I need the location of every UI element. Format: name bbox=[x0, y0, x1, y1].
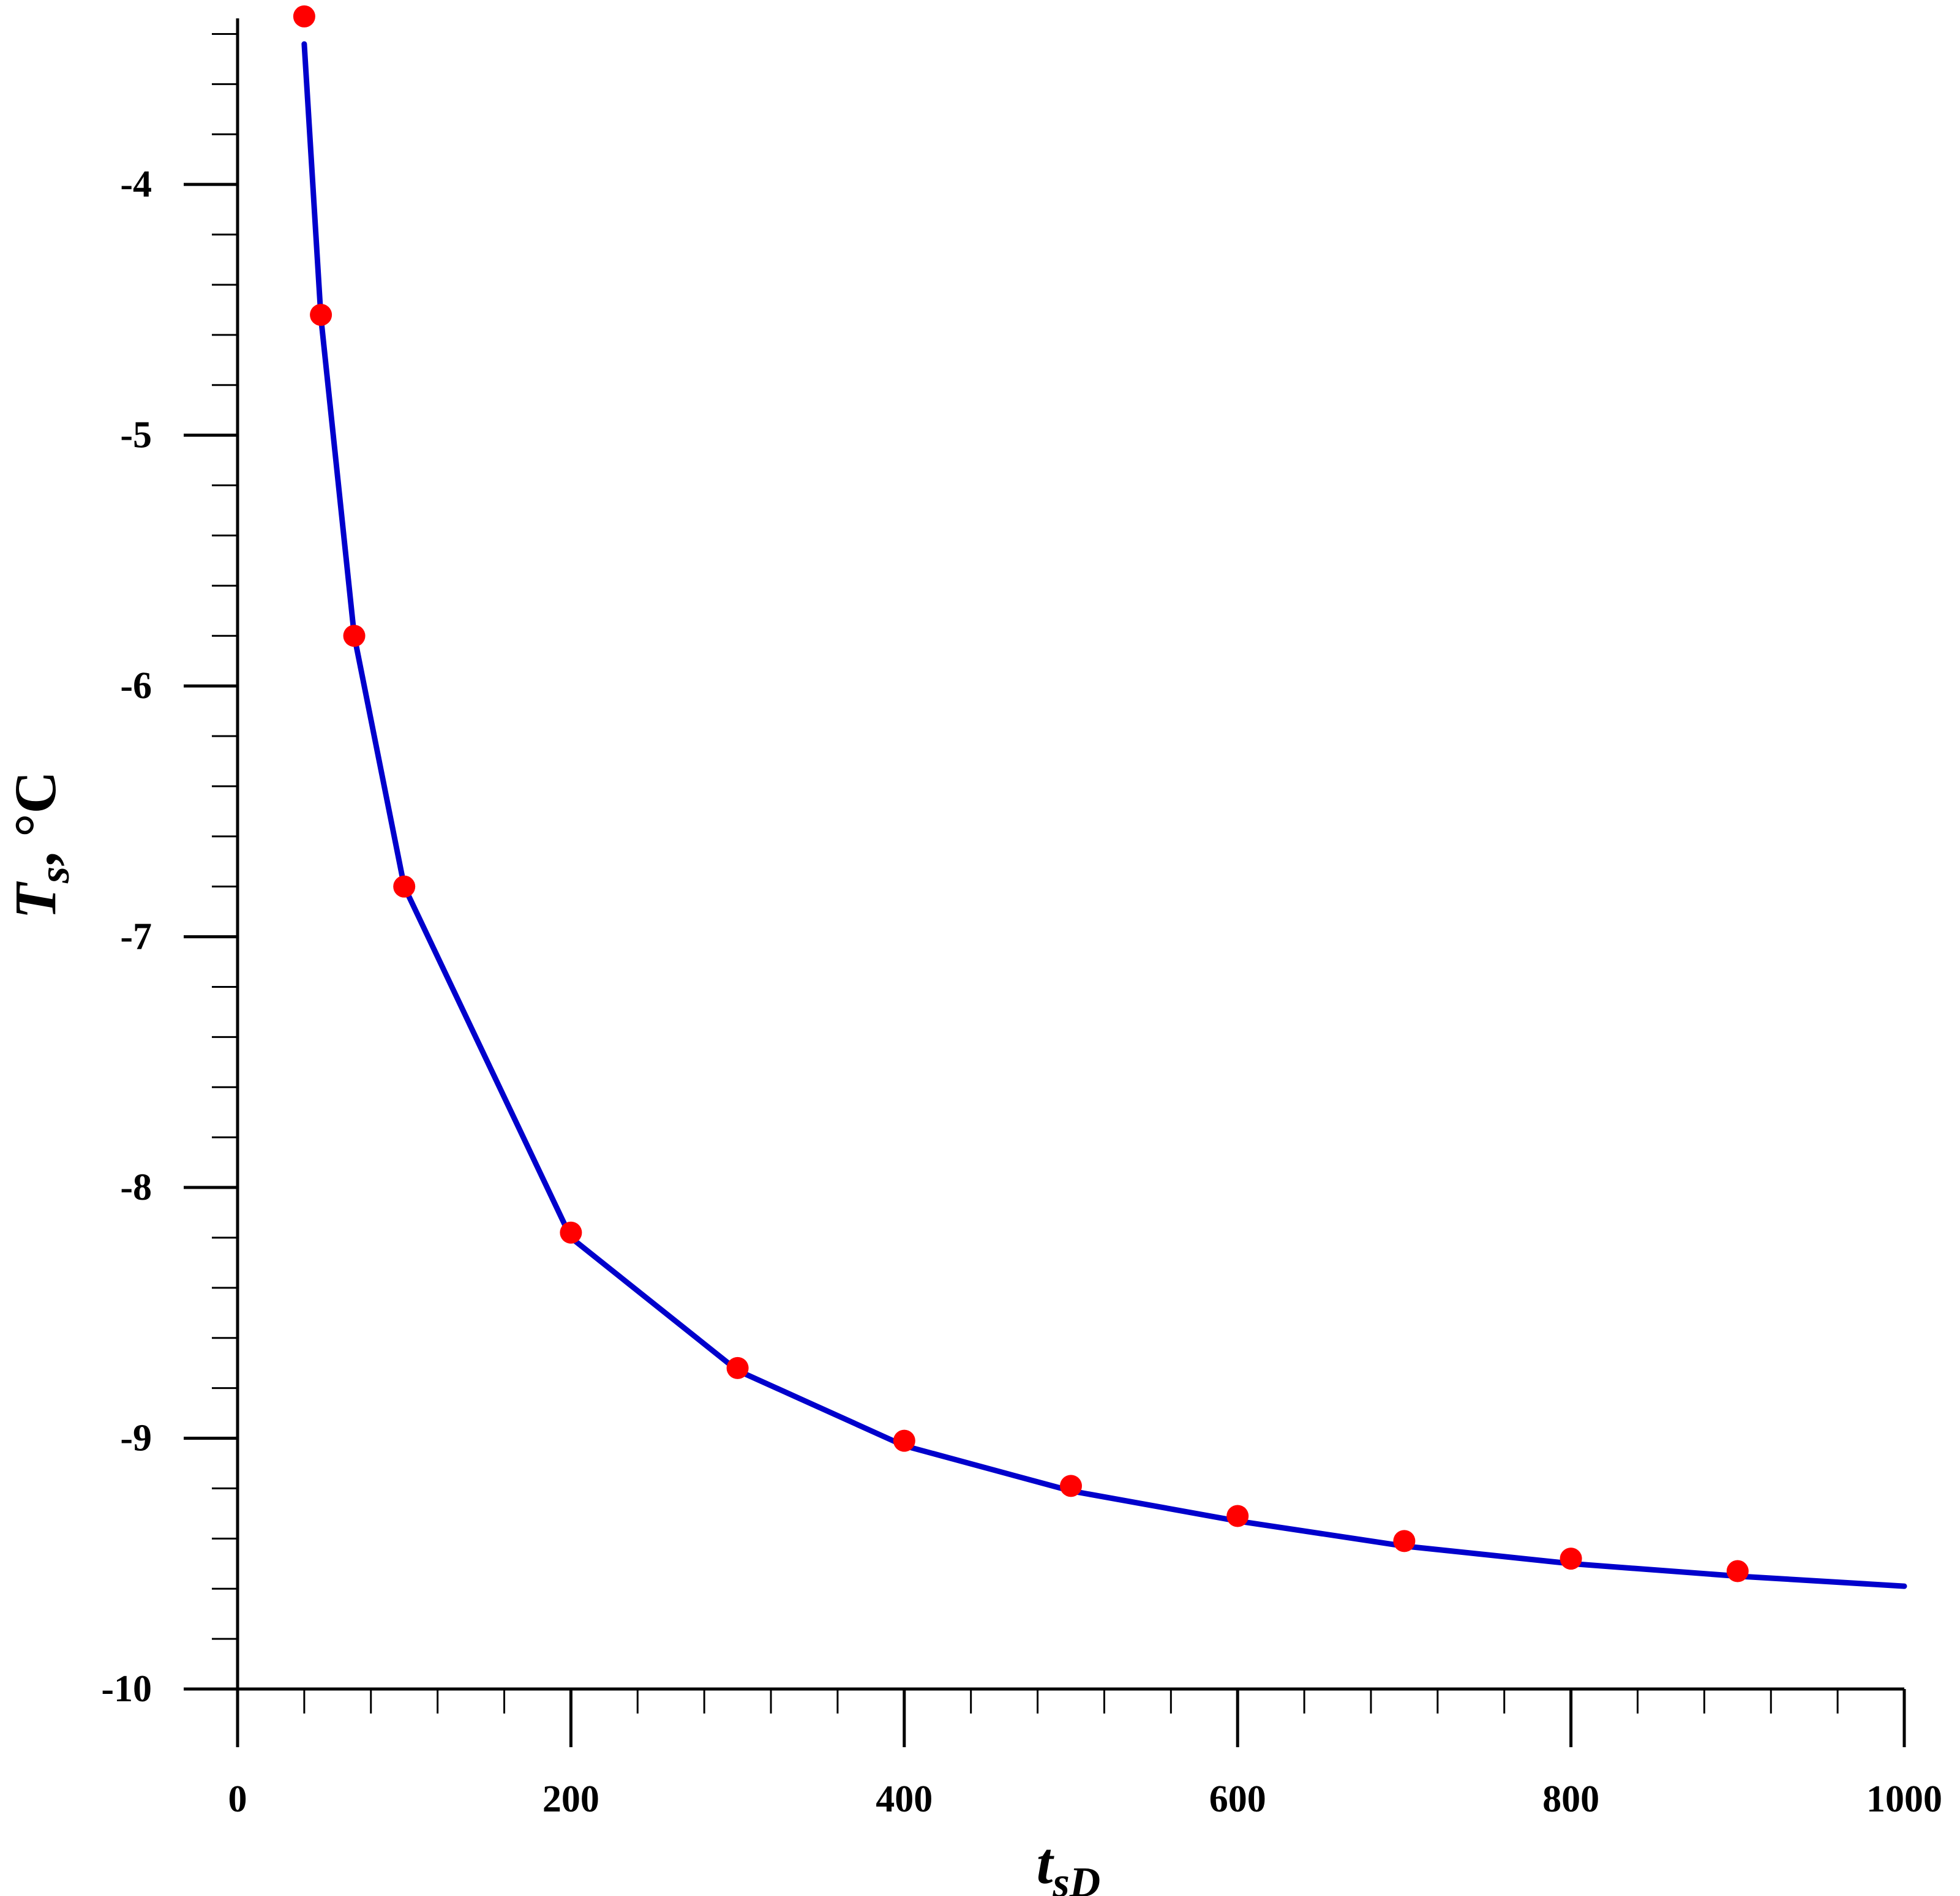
y-axis-title: Ts, °C bbox=[2, 771, 78, 919]
x-tick-label: 800 bbox=[1542, 1778, 1599, 1820]
data-point bbox=[560, 1221, 582, 1244]
x-tick-label: 400 bbox=[876, 1778, 933, 1820]
y-axis-title-unit: , °C bbox=[2, 771, 68, 867]
data-point bbox=[343, 625, 366, 647]
data-point bbox=[1393, 1530, 1416, 1552]
data-point bbox=[1560, 1548, 1582, 1570]
data-point bbox=[1060, 1475, 1082, 1497]
y-tick-label: -6 bbox=[120, 665, 152, 707]
y-axis-title-sub: s bbox=[31, 867, 78, 884]
y-tick-label: -9 bbox=[120, 1418, 152, 1459]
y-tick-label: -7 bbox=[120, 916, 152, 958]
data-point bbox=[393, 875, 416, 898]
y-tick-label: -8 bbox=[120, 1167, 152, 1208]
y-axis-title-main: T bbox=[2, 881, 68, 919]
y-tick-label: -5 bbox=[120, 415, 152, 456]
series-line bbox=[301, 41, 1907, 1589]
tick-labels: 0 200 400 600 800 1000 -10 -9 -8 -7 -6 -5 -4 bbox=[101, 164, 1942, 1820]
y-tick-label: -10 bbox=[101, 1668, 152, 1710]
data-point bbox=[1226, 1505, 1249, 1527]
x-tick-label: 1000 bbox=[1866, 1778, 1942, 1820]
data-point bbox=[310, 304, 332, 326]
data-point bbox=[1726, 1560, 1749, 1582]
x-tick-label: 0 bbox=[228, 1778, 247, 1820]
data-point bbox=[293, 5, 315, 28]
x-tick-label: 200 bbox=[543, 1778, 599, 1820]
minor-ticks bbox=[212, 32, 1906, 1714]
data-point bbox=[893, 1429, 915, 1452]
x-axis-title: tsD bbox=[1037, 1830, 1100, 1896]
y-tick-label: -4 bbox=[120, 164, 152, 205]
x-axis-title-sub: sD bbox=[1052, 1859, 1100, 1896]
series-layer bbox=[293, 5, 1907, 1589]
data-point bbox=[726, 1356, 749, 1379]
x-axis-title-main: t bbox=[1037, 1830, 1055, 1896]
x-tick-label: 600 bbox=[1209, 1778, 1266, 1820]
